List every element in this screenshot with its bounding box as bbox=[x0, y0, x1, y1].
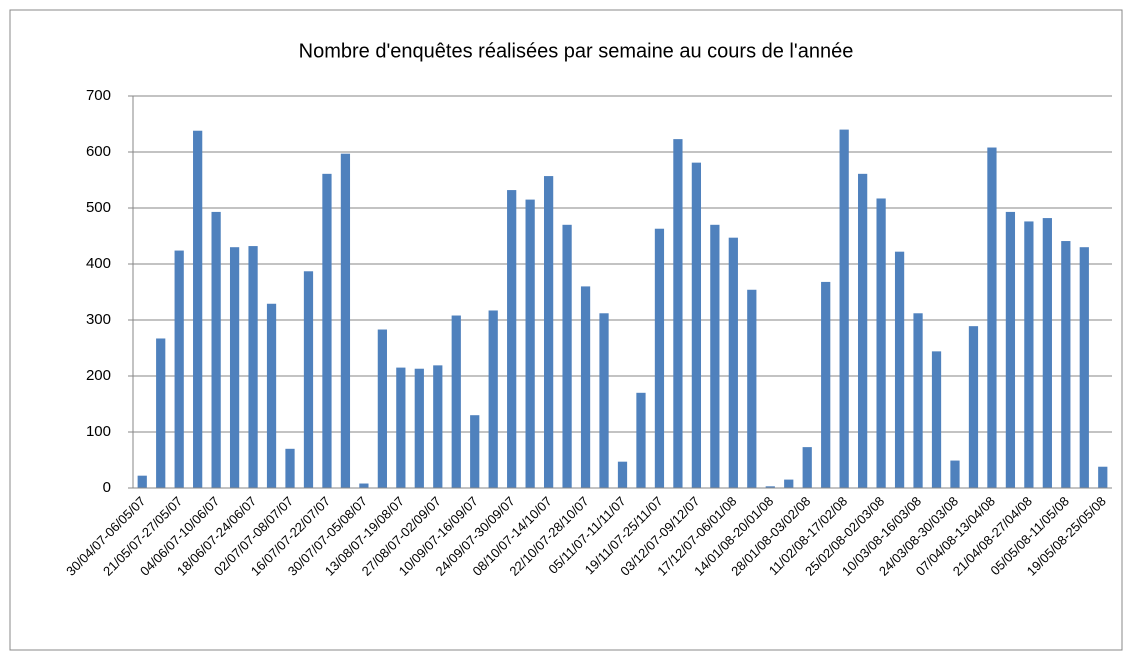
bar bbox=[617, 461, 628, 488]
bar bbox=[636, 392, 646, 488]
bar bbox=[322, 173, 332, 488]
y-tick-label: 0 bbox=[103, 479, 111, 496]
bar bbox=[747, 289, 757, 488]
bar bbox=[156, 338, 166, 488]
bar bbox=[802, 447, 812, 488]
bar bbox=[229, 247, 240, 488]
bar bbox=[562, 224, 572, 489]
bar bbox=[137, 475, 147, 488]
bar bbox=[710, 224, 720, 489]
bar bbox=[673, 139, 683, 488]
bar bbox=[525, 199, 535, 488]
bar bbox=[839, 129, 849, 488]
bar bbox=[784, 479, 794, 488]
bar bbox=[913, 313, 923, 488]
bar bbox=[894, 251, 905, 488]
bar bbox=[580, 286, 591, 488]
bar bbox=[396, 367, 406, 488]
y-tick-label: 400 bbox=[86, 255, 111, 272]
bar bbox=[211, 211, 221, 489]
bar bbox=[507, 190, 517, 488]
bar bbox=[1079, 247, 1089, 488]
bar bbox=[433, 365, 443, 488]
bar bbox=[451, 315, 461, 488]
bar bbox=[876, 198, 886, 489]
bar bbox=[266, 303, 277, 488]
bar bbox=[1042, 218, 1052, 488]
bar bbox=[950, 460, 960, 488]
bar bbox=[599, 313, 609, 488]
bar bbox=[1024, 221, 1034, 488]
bar bbox=[858, 173, 868, 488]
y-tick-label: 200 bbox=[86, 367, 111, 384]
bar bbox=[414, 368, 424, 488]
y-tick-label: 700 bbox=[86, 87, 111, 104]
bar bbox=[968, 326, 979, 488]
bar bbox=[543, 176, 554, 488]
y-tick-label: 500 bbox=[86, 199, 111, 216]
bar bbox=[931, 351, 942, 488]
bar bbox=[488, 310, 498, 488]
bar bbox=[728, 237, 738, 488]
bar bbox=[765, 486, 775, 488]
bar bbox=[303, 271, 314, 488]
bar bbox=[1061, 241, 1071, 488]
bar bbox=[193, 130, 203, 488]
bar bbox=[174, 250, 184, 488]
y-tick-label: 100 bbox=[86, 423, 111, 440]
bar bbox=[821, 281, 831, 488]
bar bbox=[248, 246, 258, 488]
bar bbox=[377, 329, 387, 488]
y-tick-label: 300 bbox=[86, 311, 111, 328]
bar bbox=[1005, 211, 1016, 489]
y-tick-label: 600 bbox=[86, 143, 111, 160]
bar bbox=[1098, 466, 1108, 488]
bar bbox=[654, 228, 665, 488]
bar bbox=[359, 483, 369, 488]
bar bbox=[987, 147, 997, 488]
bar bbox=[285, 448, 295, 488]
chart-title: Nombre d'enquêtes réalisées par semaine … bbox=[299, 40, 854, 62]
bar bbox=[691, 162, 702, 488]
bar bbox=[340, 153, 351, 488]
bar bbox=[470, 415, 480, 488]
